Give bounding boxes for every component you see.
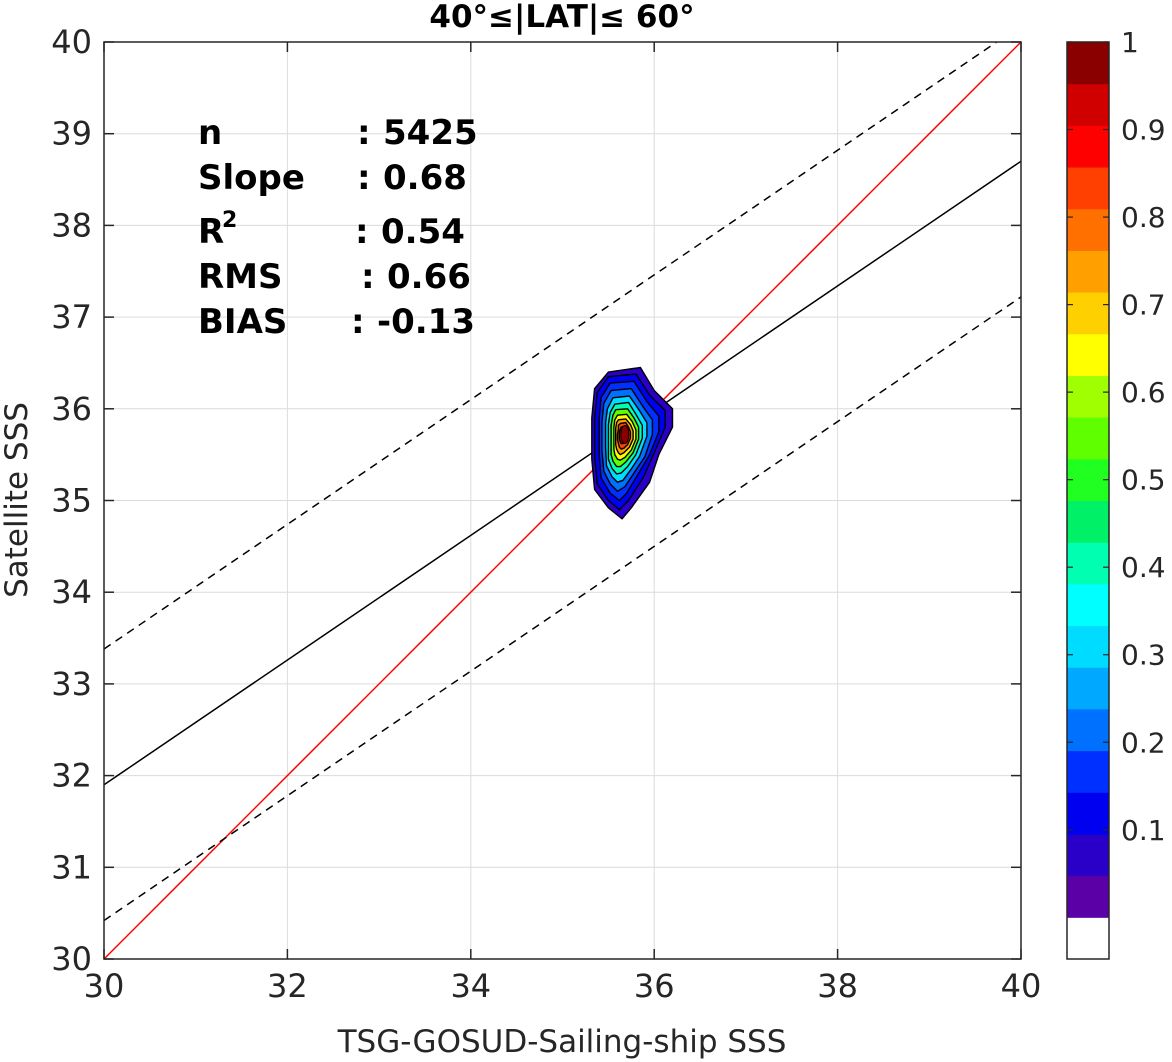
colorbar-segment xyxy=(1067,542,1109,585)
y-tick-label: 36 xyxy=(51,390,92,428)
y-tick-label: 35 xyxy=(51,482,92,520)
reference-lines xyxy=(104,42,1021,959)
colorbar-tick-label: 0.6 xyxy=(1121,376,1166,409)
colorbar-frame xyxy=(1066,41,1110,960)
stat-rms-label: RMS xyxy=(198,257,283,297)
stat-slope-sep: : xyxy=(357,158,371,198)
colorbar-tick-label: 0.7 xyxy=(1121,289,1166,322)
chart-title: 40°≤|LAT|≤ 60° xyxy=(429,0,694,35)
stat-rms-value: 0.66 xyxy=(387,257,471,297)
upper_bound-line xyxy=(104,42,999,650)
identity-line xyxy=(104,42,1021,959)
y-tick-labels: 30 31 32 33 34 35 36 37 38 39 40 xyxy=(51,23,92,978)
density-peak xyxy=(620,424,630,444)
colorbar-tick-label: 0.9 xyxy=(1121,114,1166,147)
stat-bias-sep: : xyxy=(351,302,365,342)
colorbar-segment xyxy=(1067,833,1109,877)
grid xyxy=(103,41,1022,960)
colorbar-segment xyxy=(1067,625,1109,668)
colorbar-segment xyxy=(1067,125,1109,168)
stat-n-label: n xyxy=(198,113,222,153)
colorbar-segment xyxy=(1067,208,1109,251)
density-contours xyxy=(591,366,674,520)
colorbar-segment xyxy=(1067,292,1109,335)
colorbar-tick-label: 0.3 xyxy=(1121,639,1166,672)
colorbar-segment xyxy=(1067,375,1109,418)
colorbar-segment xyxy=(1067,417,1109,460)
plot-frame xyxy=(103,41,1022,960)
colorbar-tick-label: 0.4 xyxy=(1121,551,1166,584)
colorbar-tick-label: 0.1 xyxy=(1121,814,1166,847)
stat-n-sep: : xyxy=(357,113,371,153)
colorbar-segment xyxy=(1067,167,1109,210)
stat-r2-label: R xyxy=(198,212,224,252)
stat-rms-sep: : xyxy=(361,257,375,297)
colorbar-tick-label: 0.8 xyxy=(1121,201,1166,234)
colorbar-segment xyxy=(1067,875,1109,918)
stats-box: n : 5425 Slope : 0.68 R 2 : 0.54 RMS : 0… xyxy=(198,113,478,342)
stat-r2-sep: : xyxy=(355,212,369,252)
regression-line xyxy=(104,160,1021,786)
colorbar-segment xyxy=(1067,250,1109,293)
colorbar-tick-label: 0.2 xyxy=(1121,726,1166,759)
y-axis-label: Satellite SSS xyxy=(0,402,35,598)
x-axis-label: TSG-GOSUD-Sailing-ship SSS xyxy=(337,1024,787,1060)
colorbar-tick-label: 0.5 xyxy=(1121,464,1166,497)
x-tick-labels: 30 32 34 36 38 40 xyxy=(84,967,1042,1005)
stat-slope-value: 0.68 xyxy=(383,158,467,198)
colorbar-segment xyxy=(1067,83,1109,126)
y-tick-label: 30 xyxy=(51,940,92,978)
stat-slope-label: Slope xyxy=(198,158,305,198)
y-tick-label: 37 xyxy=(51,298,92,336)
stat-bias-label: BIAS xyxy=(198,302,287,342)
x-tick-label: 40 xyxy=(1001,967,1042,1005)
colorbar-segment xyxy=(1067,42,1109,85)
colorbar-segment xyxy=(1067,583,1109,627)
colorbar-segment xyxy=(1067,708,1109,752)
lower_bound-line xyxy=(104,296,1021,922)
colorbar-tick-label: 1 xyxy=(1121,26,1139,59)
stat-n-value: 5425 xyxy=(383,113,478,153)
y-tick-label: 38 xyxy=(51,206,92,244)
colorbar-segment xyxy=(1067,458,1109,501)
colorbar-segment xyxy=(1067,917,1109,960)
x-tick-label: 34 xyxy=(450,967,491,1005)
colorbar-segment xyxy=(1067,667,1109,710)
colorbar xyxy=(1066,41,1110,960)
y-tick-label: 39 xyxy=(51,115,92,153)
x-tick-label: 30 xyxy=(84,967,125,1005)
stat-r2-value: 0.54 xyxy=(381,212,465,252)
stat-bias-value: -0.13 xyxy=(377,302,475,342)
x-tick-label: 36 xyxy=(634,967,675,1005)
y-tick-label: 32 xyxy=(51,757,92,795)
colorbar-segment xyxy=(1067,750,1109,793)
x-tick-label: 38 xyxy=(817,967,858,1005)
y-tick-label: 33 xyxy=(51,665,92,703)
stat-r2-sup: 2 xyxy=(222,208,237,233)
colorbar-segment xyxy=(1067,792,1109,835)
colorbar-segment xyxy=(1067,333,1109,376)
colorbar-segment xyxy=(1067,500,1109,543)
y-tick-label: 40 xyxy=(51,23,92,61)
x-tick-label: 32 xyxy=(267,967,308,1005)
colorbar-tick-labels: 0.1 0.2 0.3 0.4 0.5 0.6 0.7 0.8 0.9 1 xyxy=(1121,26,1166,847)
y-tick-label: 34 xyxy=(51,573,92,611)
y-tick-label: 31 xyxy=(51,848,92,886)
